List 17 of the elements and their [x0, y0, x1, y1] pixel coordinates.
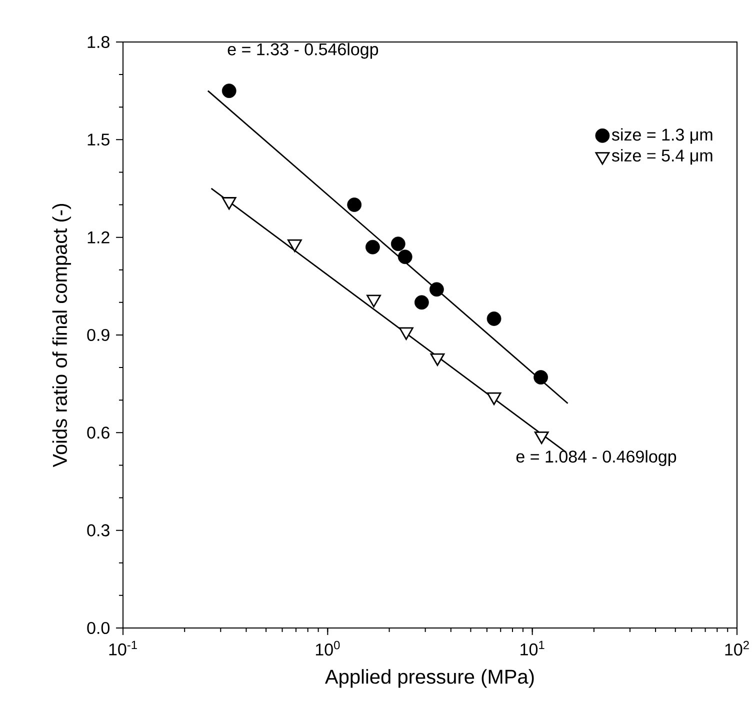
y-tick-label: 1.2	[88, 231, 110, 244]
x-tick-label: 10$^{1}$	[520, 640, 544, 656]
x-tick-label: 10$^{0}$	[316, 640, 340, 656]
y-tick-label: 0.6	[87, 426, 110, 439]
y-tick-label: 1.5	[88, 134, 110, 146]
legend-label: size = 1.3 μm	[612, 128, 712, 144]
y-tick-label: 0.9	[87, 328, 110, 342]
y-tick-label: 1.8	[88, 36, 110, 48]
y-tick-label: 0.3	[87, 524, 110, 536]
y-axis-title: Voids ratio of final compact (-)	[52, 204, 71, 468]
x-tick-label: 10$^{-1}$	[109, 640, 137, 656]
legend-label: size = 5.4 μm	[612, 149, 712, 165]
x-tick-label: 10$^{2}$	[725, 640, 749, 656]
y-tick-label: 0.0	[87, 622, 110, 634]
annotation: e = 1.33 - 0.546logp	[228, 42, 378, 59]
annotation: e = 1.084 - 0.469logp	[516, 450, 676, 466]
x-axis-title: Applied pressure (MPa)	[324, 669, 534, 688]
